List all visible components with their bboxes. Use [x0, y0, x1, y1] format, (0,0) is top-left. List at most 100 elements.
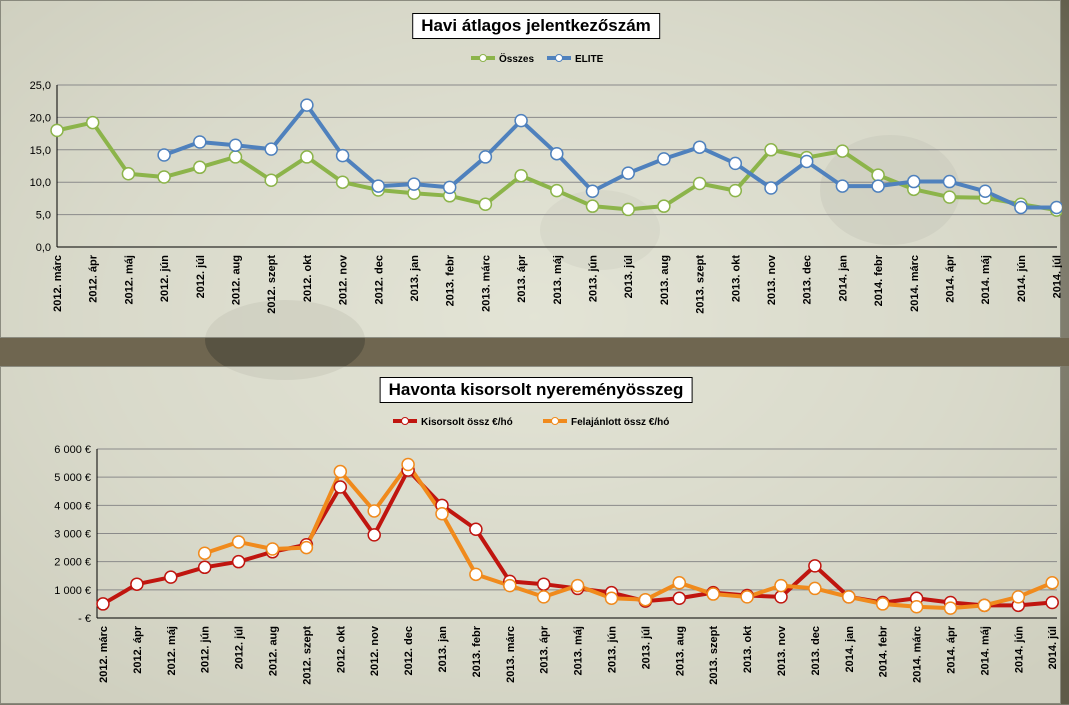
- x-tick-label: 2012. aug: [231, 255, 243, 305]
- x-tick-label: 2014. márc: [909, 255, 921, 312]
- data-point: [407, 177, 421, 191]
- data-point: [478, 150, 493, 164]
- chart-panel-applicants: 0,0 5,0 10,0 15,0 20,0 25,0 2012. márc 2012. áp…: [0, 0, 1062, 338]
- data-point: [978, 184, 992, 199]
- x-tick-label: 2013. júl: [640, 626, 652, 669]
- data-point: [808, 581, 822, 596]
- y-tick-label: 6 000 €: [54, 444, 91, 456]
- y-tick-label: 15,0: [30, 145, 51, 157]
- data-point: [514, 113, 528, 128]
- data-point: [1045, 576, 1059, 590]
- data-point: [1014, 200, 1028, 215]
- data-point: [197, 546, 212, 560]
- data-point: [231, 554, 246, 569]
- y-tick-label: 20,0: [30, 112, 51, 124]
- x-tick-label: 2013. máj: [573, 626, 585, 676]
- data-point: [401, 457, 415, 472]
- x-tick-label: 2013. nov: [776, 625, 788, 676]
- y-tick-label: 10,0: [30, 177, 51, 189]
- data-point: [808, 559, 822, 573]
- chart-panel-prizes: - € 1 000 € 2 000 € 3 000 € 4 000 € 5 000 € 6 …: [0, 366, 1061, 704]
- x-tick-label: 2013. febr: [471, 625, 483, 677]
- x-tick-label: 2013. aug: [674, 626, 686, 676]
- data-point: [333, 464, 348, 479]
- data-point: [536, 590, 551, 604]
- x-tick-label: 2013. jún: [588, 255, 600, 302]
- data-point: [193, 160, 207, 175]
- data-point: [907, 174, 921, 189]
- x-tick-label: 2013. ápr: [539, 625, 551, 673]
- data-point: [333, 480, 348, 494]
- x-tick-label: 2012. dec: [373, 255, 385, 305]
- data-point: [157, 148, 171, 162]
- x-tick-label: 2012. júl: [234, 626, 246, 669]
- x-tick-label: 2012. márc: [52, 255, 64, 312]
- x-tick-label: 2012. jún: [159, 255, 171, 302]
- x-tick-label: 2013. jan: [437, 626, 449, 673]
- data-point: [871, 168, 885, 182]
- data-point: [228, 150, 243, 164]
- data-point: [299, 540, 314, 555]
- data-point: [469, 567, 483, 582]
- data-point: [692, 176, 707, 191]
- x-tick-label: 2013. okt: [730, 255, 742, 302]
- prizes-chart: - € 1 000 € 2 000 € 3 000 € 4 000 € 5 000 € 6 …: [54, 417, 1059, 685]
- y-tick-label: 5,0: [36, 210, 51, 222]
- x-tick-label: 2012. júl: [195, 255, 207, 298]
- data-point: [728, 156, 743, 171]
- x-tick-label: 2014. jún: [1013, 626, 1025, 673]
- data-point: [706, 587, 720, 601]
- data-point: [835, 144, 850, 158]
- x-tick-label: 2014. márc: [912, 626, 924, 683]
- legend-marker: [401, 417, 409, 425]
- data-point: [1049, 200, 1062, 215]
- data-point: [197, 560, 212, 575]
- data-point: [657, 199, 671, 213]
- data-point: [264, 173, 278, 188]
- x-tick-label: 2013. aug: [659, 255, 671, 305]
- data-point: [300, 150, 314, 164]
- data-point: [604, 591, 619, 606]
- x-tick-label: 2013. júl: [623, 255, 635, 298]
- legend-label: Felajánlott össz €/hó: [571, 417, 669, 428]
- data-point: [300, 98, 314, 112]
- data-point: [50, 123, 64, 138]
- y-tick-label: 0,0: [36, 242, 51, 254]
- data-point: [842, 590, 856, 604]
- x-tick-label: 2014. jan: [844, 626, 856, 673]
- data-point: [1045, 595, 1059, 610]
- data-point: [264, 142, 278, 156]
- legend-marker: [551, 417, 559, 425]
- y-tick-label: 5 000 €: [54, 472, 91, 484]
- data-point: [728, 183, 743, 198]
- x-tick-label: 2013. szept: [695, 255, 707, 314]
- x-tick-label: 2013. jún: [607, 626, 619, 673]
- data-point: [193, 135, 207, 149]
- data-point: [469, 522, 483, 537]
- y-tick-label: 2 000 €: [54, 557, 91, 569]
- x-tick-label: 2012. okt: [335, 626, 347, 673]
- data-point: [157, 170, 171, 184]
- data-point: [774, 578, 788, 593]
- data-point: [657, 152, 671, 166]
- data-point: [478, 197, 493, 211]
- data-point: [228, 138, 243, 153]
- data-point: [585, 184, 600, 199]
- x-tick-label: 2012. szept: [266, 255, 278, 314]
- data-point: [130, 577, 144, 591]
- x-tick-label: 2014. júl: [1047, 626, 1059, 669]
- data-point: [85, 115, 100, 130]
- data-point: [740, 590, 754, 604]
- x-tick-label: 2012. dec: [403, 626, 415, 676]
- data-point: [774, 590, 788, 604]
- legend-label: ELITE: [575, 54, 604, 65]
- data-point: [672, 576, 687, 590]
- legend-label: Kisorsolt össz €/hó: [421, 417, 513, 428]
- x-tick-label: 2014. febr: [873, 254, 885, 306]
- data-point: [367, 504, 381, 518]
- data-point: [692, 140, 707, 154]
- data-point: [977, 598, 992, 613]
- data-point: [335, 175, 350, 189]
- data-point: [621, 166, 635, 180]
- x-tick-label: 2013. febr: [445, 254, 457, 306]
